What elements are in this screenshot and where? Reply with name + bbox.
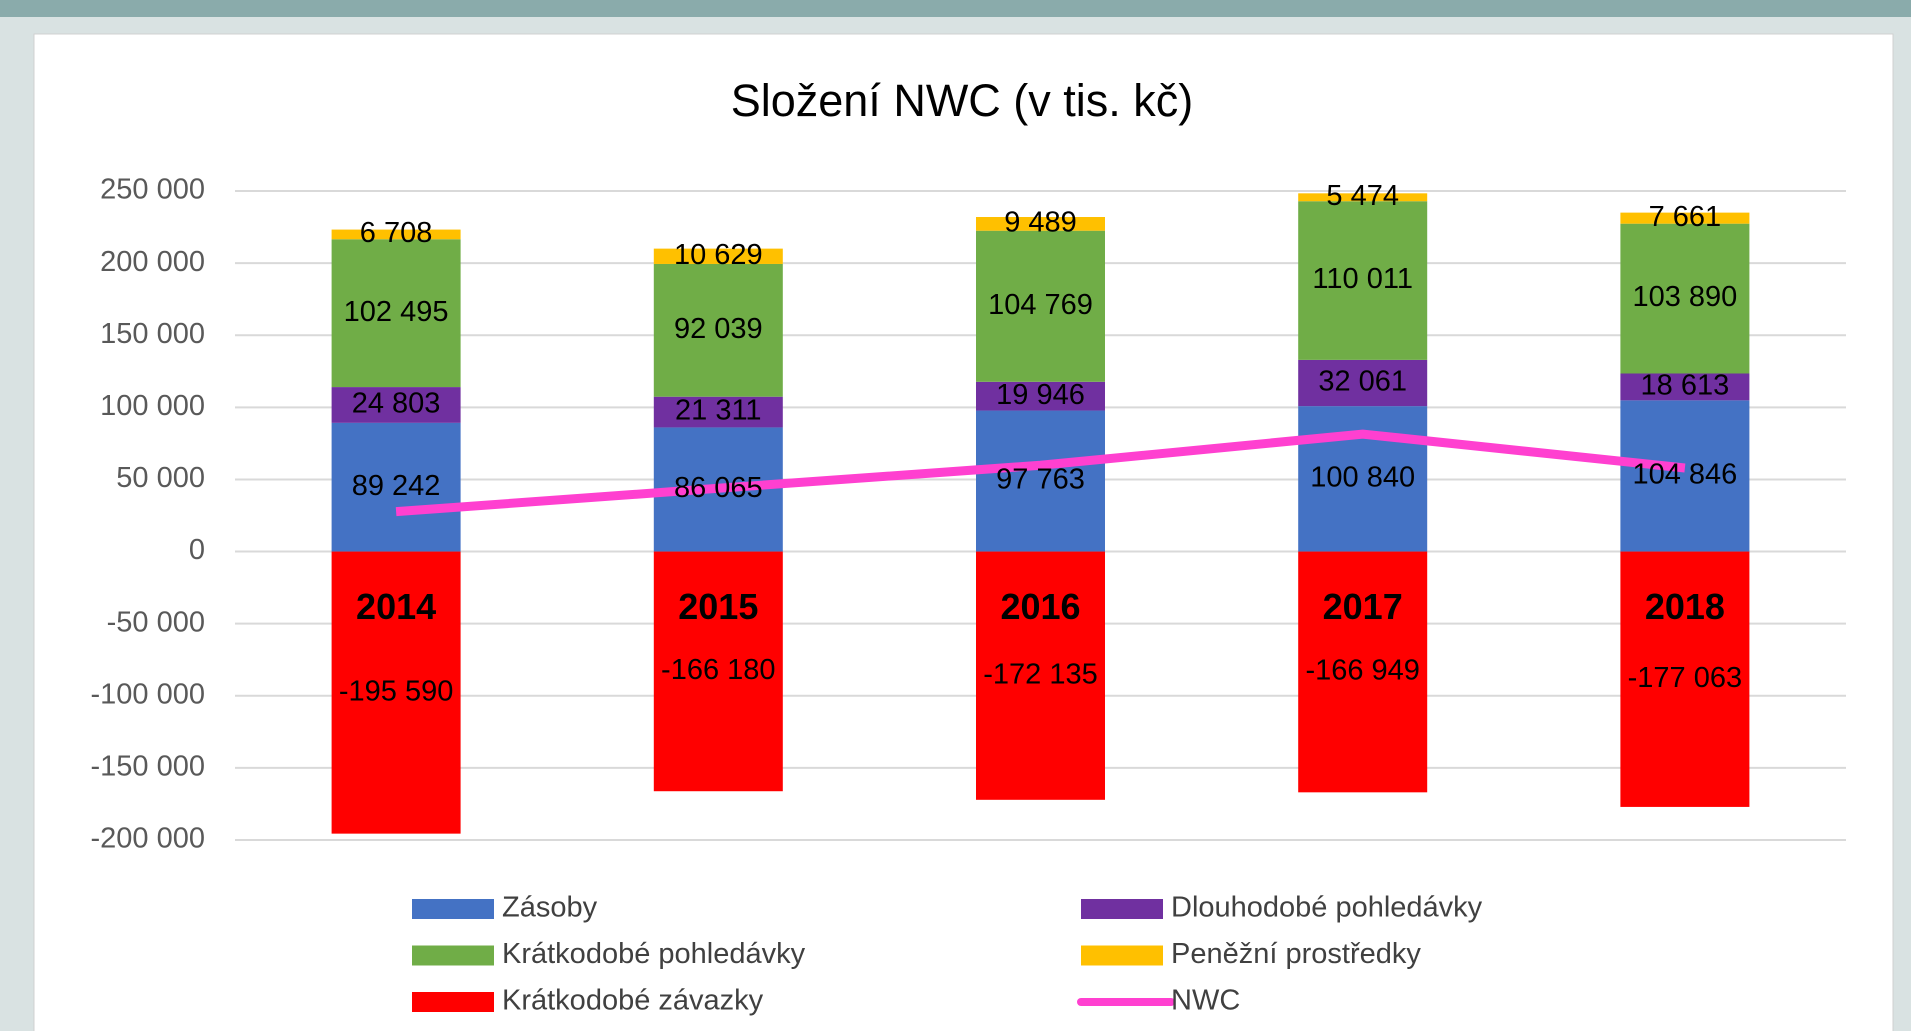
value-label: 89 242	[352, 470, 441, 502]
value-label: 9 489	[1004, 207, 1077, 239]
chart-card	[33, 33, 1894, 1031]
x-tick-label: 2014	[356, 586, 436, 627]
y-tick-label: 150 000	[100, 318, 205, 350]
legend-label: Dlouhodobé pohledávky	[1171, 892, 1483, 924]
value-label: 86 065	[674, 472, 763, 504]
bar-segment	[976, 551, 1105, 800]
y-tick-label: 0	[189, 534, 205, 566]
value-label: 92 039	[674, 313, 763, 345]
bar-segment	[1620, 223, 1750, 374]
value-label: 110 011	[1312, 263, 1413, 295]
value-label: 102 495	[344, 296, 449, 328]
bar-segment	[653, 248, 783, 264]
value-label: 32 061	[1318, 366, 1407, 398]
bar-segment	[331, 551, 461, 834]
bar-segment	[1298, 201, 1428, 360]
value-label: 18 613	[1641, 370, 1730, 402]
nwc-line	[395, 429, 1686, 517]
x-tick-label: 2017	[1323, 586, 1403, 627]
y-tick-label: -150 000	[91, 751, 206, 783]
bar-segment	[1620, 551, 1750, 807]
x-tick-label: 2018	[1645, 586, 1725, 627]
y-tick-label: -50 000	[107, 606, 205, 638]
legend-label: NWC	[1171, 985, 1240, 1017]
bar-segment	[1298, 551, 1428, 793]
value-label: 103 890	[1632, 281, 1737, 313]
value-label: -172 135	[983, 658, 1098, 690]
bar-segment	[976, 217, 1105, 231]
value-label: 21 311	[675, 395, 762, 427]
value-label: -166 949	[1305, 655, 1420, 687]
value-label: 97 763	[996, 464, 1085, 496]
bar-segment	[331, 239, 461, 388]
value-label: 6 708	[360, 217, 433, 249]
legend-swatch	[412, 899, 494, 919]
value-label: 7 661	[1649, 201, 1722, 233]
y-tick-label: 100 000	[100, 390, 205, 422]
legend-swatch	[412, 992, 494, 1012]
legend-swatch	[412, 945, 494, 966]
value-label: 104 846	[1632, 459, 1737, 491]
x-tick-label: 2016	[1000, 586, 1080, 627]
legend-label: Krátkodobé pohledávky	[502, 938, 806, 970]
value-label: 100 840	[1310, 461, 1415, 493]
value-label: -177 063	[1628, 662, 1743, 694]
value-label: 10 629	[674, 239, 763, 271]
bar-segment	[331, 387, 461, 423]
top-band	[0, 0, 1911, 17]
y-tick-label: 250 000	[100, 174, 205, 206]
value-label: 19 946	[996, 379, 1085, 411]
bar-segment	[653, 551, 783, 792]
value-label: -166 180	[661, 654, 776, 686]
bar-segment	[1620, 400, 1750, 552]
legend-label: Krátkodobé závazky	[502, 985, 764, 1017]
bar-segment	[1620, 373, 1750, 401]
legend-label: Peněžní prostředky	[1171, 938, 1421, 970]
bar-segment	[331, 229, 461, 240]
y-tick-label: 200 000	[100, 246, 205, 278]
y-tick-label: 50 000	[116, 462, 205, 494]
bar-segment	[653, 263, 783, 397]
bar-segment	[1298, 193, 1428, 202]
bar-segment	[653, 396, 783, 428]
bar-segment	[976, 381, 1105, 411]
legend-label: Zásoby	[502, 892, 598, 924]
value-label: 5 474	[1326, 180, 1399, 212]
bar-segment	[1298, 359, 1428, 407]
legend-swatch	[1081, 945, 1163, 966]
value-label: -195 590	[339, 675, 454, 707]
chart-title: Složení NWC (v tis. kč)	[731, 75, 1194, 126]
value-label: 24 803	[352, 388, 441, 420]
bar-segment	[976, 230, 1105, 382]
x-tick-label: 2015	[678, 586, 758, 627]
value-label: 104 769	[988, 289, 1093, 321]
bar-segment	[1620, 212, 1750, 224]
bar-segment	[331, 422, 461, 552]
legend-swatch	[1081, 899, 1163, 919]
y-tick-label: -200 000	[91, 823, 206, 855]
y-tick-label: -100 000	[91, 678, 206, 710]
bar-segment	[976, 410, 1105, 552]
